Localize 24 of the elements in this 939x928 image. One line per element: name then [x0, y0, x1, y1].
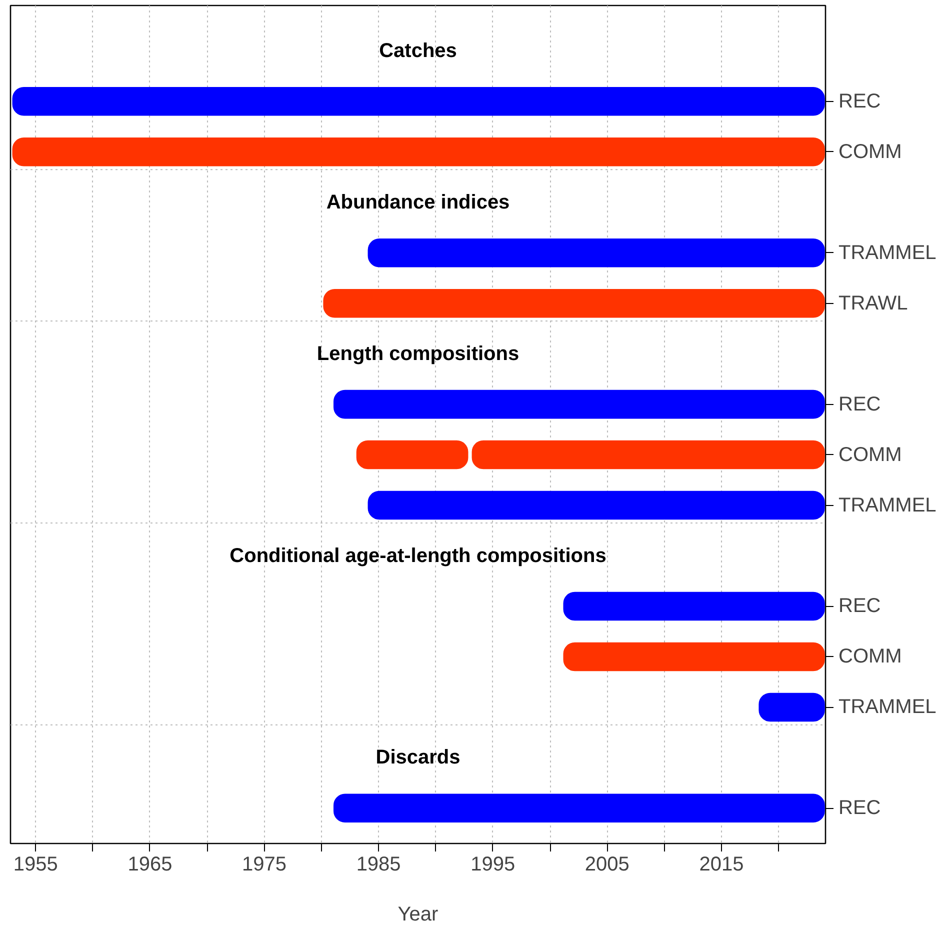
x-tick-label: 2015	[699, 854, 744, 876]
annotation: Length compositions	[316, 342, 520, 365]
y-tick-label: COMM	[838, 444, 902, 466]
annotation: Abundance indices	[326, 191, 510, 214]
x-tick-label: 1965	[128, 854, 172, 876]
y-tick-label: REC	[838, 595, 881, 618]
y-tick-label: REC	[838, 393, 881, 416]
y-tick-label: REC	[838, 797, 881, 820]
y-tick-label: REC	[838, 90, 881, 112]
y-tick-label: COMM	[838, 140, 902, 163]
x-tick-label: 1975	[242, 854, 287, 876]
x-tick-label: 1955	[13, 854, 58, 876]
y-tick-label: TRAMMEL	[838, 242, 936, 264]
x-tick-label: 2005	[584, 854, 630, 876]
y-tick-label: COMM	[838, 646, 902, 668]
x-tick-label: 1985	[356, 854, 401, 876]
y-tick-label: TRAMMEL	[838, 696, 936, 718]
x-tick-label: 1995	[470, 854, 516, 876]
annotation: Catches	[379, 40, 457, 62]
annotation: Conditional age-at-length compositions	[230, 544, 606, 567]
y-tick-label: TRAMMEL	[838, 494, 936, 516]
x-axis-title: Year	[398, 904, 439, 926]
annotation: Discards	[376, 746, 460, 769]
y-tick-label: TRAWL	[838, 292, 908, 314]
